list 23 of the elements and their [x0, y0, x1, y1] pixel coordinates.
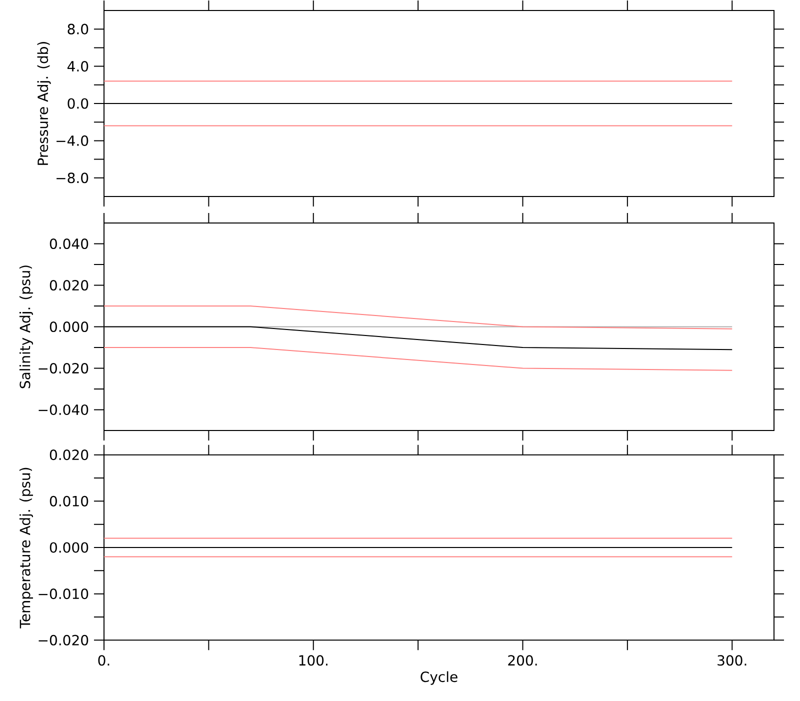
- y-tick-label: −0.040: [38, 404, 88, 415]
- y-tick-label: 0.010: [50, 496, 88, 506]
- y-tick-label: −4.0: [56, 135, 88, 146]
- x-tick-label: 0.: [98, 654, 110, 666]
- y-axis-title: Salinity Adj. (psu): [19, 265, 33, 388]
- y-tick-label: 0.040: [50, 238, 88, 249]
- y-tick-label: −8.0: [56, 172, 88, 183]
- y-axis-title: Temperature Adj. (psu): [19, 468, 33, 628]
- x-tick-label: 200.: [508, 654, 537, 666]
- y-tick-label: 0.000: [50, 321, 88, 332]
- y-tick-label: 0.020: [50, 280, 88, 290]
- y-tick-label: 0.000: [50, 542, 88, 553]
- y-tick-label: 0.020: [50, 449, 88, 460]
- y-tick-label: 0.0: [68, 98, 88, 109]
- y-tick-label: −0.020: [38, 362, 88, 374]
- x-tick-label: 300.: [718, 654, 746, 666]
- x-tick-label: 100.: [299, 654, 328, 666]
- y-tick-label: −0.010: [38, 588, 88, 599]
- y-tick-label: 8.0: [68, 24, 88, 34]
- y-tick-label: −0.020: [38, 634, 88, 646]
- y-tick-label: 4.0: [67, 60, 88, 72]
- x-axis-title: Cycle: [420, 671, 458, 685]
- y-axis-title: Pressure Adj. (db): [37, 42, 51, 165]
